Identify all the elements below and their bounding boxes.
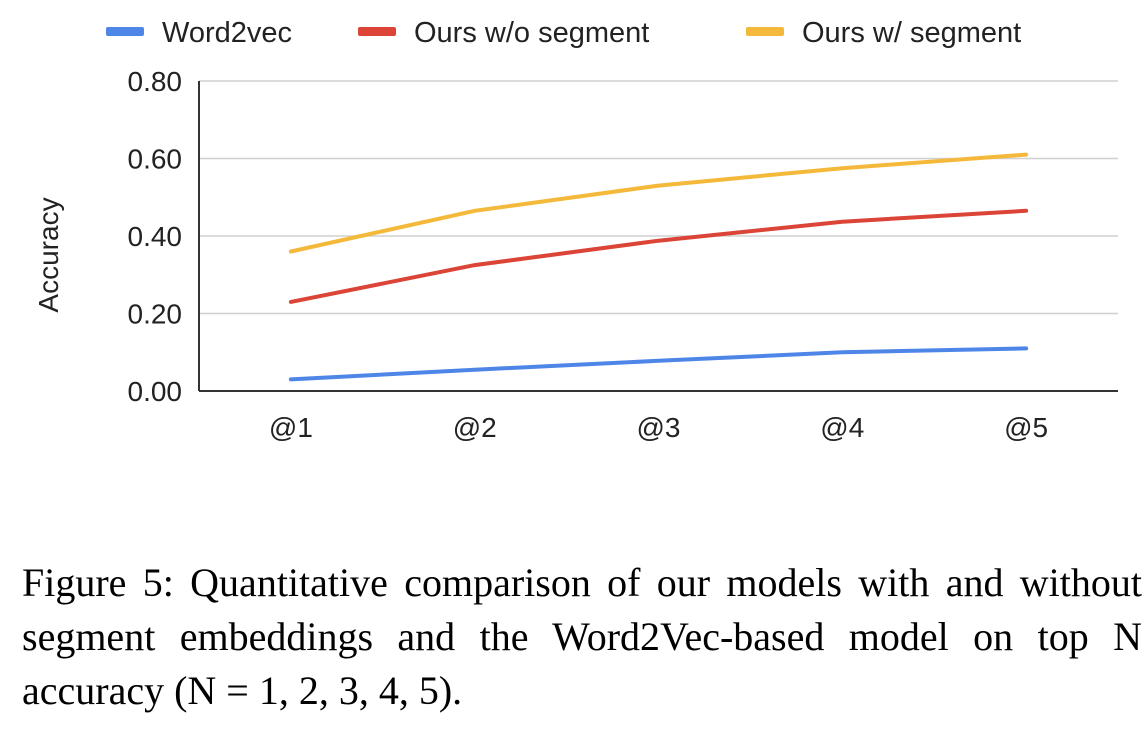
line-chart: Word2vec Ours w/o segment Ours w/ segment … <box>33 17 1118 443</box>
x-tick-label: @3 <box>637 412 681 443</box>
gridlines <box>199 80 1118 315</box>
x-tick-label: @4 <box>820 412 864 443</box>
chart-legend: Word2vec Ours w/o segment Ours w/ segment <box>106 17 1021 49</box>
y-axis-label: Accuracy <box>33 197 64 312</box>
y-tick-label: 0.20 <box>128 299 183 330</box>
series-lines <box>288 152 1029 382</box>
y-tick-label: 0.80 <box>128 66 183 97</box>
series-line-word2vec <box>288 346 1029 382</box>
legend-swatch-ours-w-o-segment <box>358 27 396 36</box>
y-tick-label: 0.40 <box>128 221 183 252</box>
y-tick-label: 0.60 <box>128 144 183 175</box>
x-tick-labels: @1 @2 @3 @4 @5 <box>269 412 1048 443</box>
series-line-ours-w-o-segment <box>288 208 1029 304</box>
chart-axes <box>198 81 1118 392</box>
x-tick-label: @1 <box>269 412 313 443</box>
legend-swatch-ours-w-segment <box>746 27 784 36</box>
series-line-ours-w-segment <box>288 152 1029 254</box>
legend-label-ours-w-segment: Ours w/ segment <box>802 17 1021 49</box>
y-tick-label: 0.00 <box>128 376 183 407</box>
x-tick-label: @5 <box>1004 412 1048 443</box>
legend-swatch-word2vec <box>106 27 144 36</box>
figure-caption: Figure 5: Quantitative comparison of our… <box>22 560 1142 713</box>
legend-label-ours-w-o-segment: Ours w/o segment <box>414 17 649 49</box>
legend-label-word2vec: Word2vec <box>162 17 292 49</box>
x-tick-label: @2 <box>453 412 497 443</box>
y-tick-labels: 0.00 0.20 0.40 0.60 0.80 <box>128 66 183 407</box>
